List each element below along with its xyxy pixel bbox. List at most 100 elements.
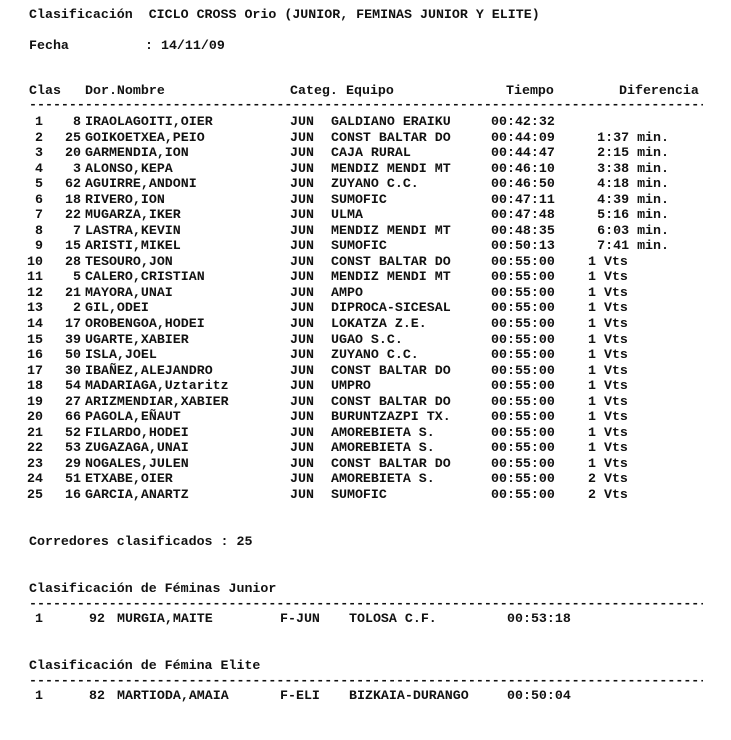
name-cell: ALONSO,KEPA	[85, 160, 173, 176]
categ-cell: JUN	[290, 176, 314, 192]
clas-cell: 18	[27, 378, 43, 394]
team-cell: CONST BALTAR DO	[331, 129, 451, 145]
team-cell: UMPRO	[331, 378, 371, 394]
categ-cell: JUN	[290, 284, 314, 300]
dorsal-cell: 3	[73, 160, 81, 176]
clas-cell: 10	[27, 253, 43, 269]
difference-cell: 3:38 min.	[597, 160, 669, 176]
name-cell: IBAÑEZ,ALEJANDRO	[85, 362, 213, 378]
header-tiempo: Tiempo	[506, 83, 554, 98]
categ-cell: F-ELI	[280, 688, 320, 703]
team-cell: ZUYANO C.C.	[331, 176, 419, 192]
clas-cell: 8	[35, 222, 43, 238]
header-categ: Categ.	[290, 83, 338, 98]
dorsal-cell: 7	[73, 222, 81, 238]
difference-cell: 2 Vts	[588, 471, 628, 487]
time-cell: 00:44:47	[491, 145, 555, 161]
team-cell: AMOREBIETA S.	[331, 471, 435, 487]
summary: Corredores clasificados : 25	[29, 534, 253, 549]
team-cell: CONST BALTAR DO	[331, 362, 451, 378]
time-cell: 00:53:18	[507, 611, 571, 626]
dorsal-cell: 15	[65, 238, 81, 254]
name-cell: ISLA,JOEL	[85, 347, 157, 363]
team-cell: LOKATZA Z.E.	[331, 316, 427, 332]
dorsal-cell: 51	[65, 471, 81, 487]
name-cell: MADARIAGA,Uztaritz	[85, 378, 229, 394]
name-cell: ARISTI,MIKEL	[85, 238, 181, 254]
difference-cell: 1 Vts	[588, 331, 628, 347]
dorsal-cell: 29	[65, 455, 81, 471]
team-cell: SUMOFIC	[331, 486, 387, 502]
divider: ----------------------------------------…	[29, 596, 703, 611]
time-cell: 00:44:09	[491, 129, 555, 145]
header-clas: Clas	[29, 83, 61, 98]
name-cell: ZUGAZAGA,UNAI	[85, 440, 189, 456]
dorsal-cell: 53	[65, 440, 81, 456]
team-cell: AMOREBIETA S.	[331, 440, 435, 456]
clas-cell: 4	[35, 160, 43, 176]
dorsal-cell: 2	[73, 300, 81, 316]
difference-cell: 1 Vts	[588, 393, 628, 409]
time-cell: 00:55:00	[491, 471, 555, 487]
divider: ----------------------------------------…	[29, 673, 703, 688]
categ-cell: JUN	[290, 440, 314, 456]
clas-cell: 11	[27, 269, 43, 285]
time-cell: 00:55:00	[491, 253, 555, 269]
dorsal-cell: 54	[65, 378, 81, 394]
dorsal-cell: 27	[65, 393, 81, 409]
dorsal-cell: 8	[73, 114, 81, 129]
team-cell: AMPO	[331, 284, 363, 300]
categ-cell: JUN	[290, 331, 314, 347]
difference-cell: 5:16 min.	[597, 207, 669, 223]
header-diferencia: Diferencia	[619, 83, 699, 98]
clas-cell: 21	[27, 424, 43, 440]
time-cell: 00:55:00	[491, 486, 555, 502]
name-cell: GOIKOETXEA,PEIO	[85, 129, 205, 145]
clas-cell: 7	[35, 207, 43, 223]
team-cell: ZUYANO C.C.	[331, 347, 419, 363]
team-cell: CAJA RURAL	[331, 145, 411, 161]
team-cell: DIPROCA-SICESAL	[331, 300, 451, 316]
clas-cell: 5	[35, 176, 43, 192]
difference-cell: 1 Vts	[588, 284, 628, 300]
name-cell: TESOURO,JON	[85, 253, 173, 269]
dorsal-cell: 30	[65, 362, 81, 378]
categ-cell: JUN	[290, 269, 314, 285]
section-title: Clasificación de Féminas Junior	[29, 581, 277, 596]
fecha-label: Fecha	[29, 38, 69, 53]
time-cell: 00:55:00	[491, 378, 555, 394]
dorsal-cell: 66	[65, 409, 81, 425]
categ-cell: JUN	[290, 424, 314, 440]
difference-cell: 1:37 min.	[597, 129, 669, 145]
team-cell: CONST BALTAR DO	[331, 253, 451, 269]
clas-cell: 20	[27, 409, 43, 425]
name-cell: LASTRA,KEVIN	[85, 222, 181, 238]
clas-cell: 19	[27, 393, 43, 409]
categ-cell: JUN	[290, 191, 314, 207]
categ-cell: JUN	[290, 300, 314, 316]
time-cell: 00:55:00	[491, 424, 555, 440]
clas-cell: 22	[27, 440, 43, 456]
time-cell: 00:55:00	[491, 455, 555, 471]
difference-cell: 1 Vts	[588, 300, 628, 316]
difference-cell: 1 Vts	[588, 347, 628, 363]
categ-cell: JUN	[290, 253, 314, 269]
team-cell: MENDIZ MENDI MT	[331, 160, 451, 176]
categ-cell: JUN	[290, 160, 314, 176]
time-cell: 00:50:13	[491, 238, 555, 254]
difference-cell: 2 Vts	[588, 486, 628, 502]
team-cell: CONST BALTAR DO	[331, 393, 451, 409]
team-cell: MENDIZ MENDI MT	[331, 222, 451, 238]
time-cell: 00:55:00	[491, 362, 555, 378]
difference-cell: 1 Vts	[588, 362, 628, 378]
time-cell: 00:55:00	[491, 284, 555, 300]
time-cell: 00:50:04	[507, 688, 571, 703]
name-cell: IRAOLAGOITI,OIER	[85, 114, 213, 129]
clas-cell: 1	[35, 611, 43, 626]
clas-cell: 2	[35, 129, 43, 145]
clas-cell: 15	[27, 331, 43, 347]
team-cell: TOLOSA C.F.	[349, 611, 437, 626]
dorsal-cell: 16	[65, 486, 81, 502]
difference-cell: 1 Vts	[588, 316, 628, 332]
difference-cell: 2:15 min.	[597, 145, 669, 161]
